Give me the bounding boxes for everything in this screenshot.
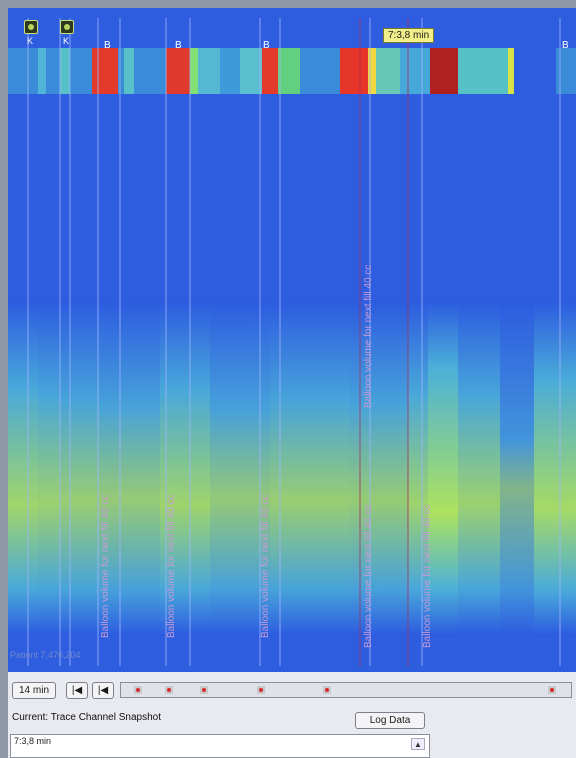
top-band-segment <box>508 48 514 94</box>
top-band-segment <box>8 48 38 94</box>
top-band-segment <box>118 48 124 94</box>
heatmap-column <box>458 300 500 636</box>
top-band-segment <box>376 48 400 94</box>
top-band-segment <box>514 48 526 94</box>
current-label: Current: Trace Channel Snapshot <box>12 712 161 723</box>
top-band-segment <box>38 48 46 94</box>
heatmap-plot <box>8 8 576 672</box>
top-band-segment <box>124 48 134 94</box>
heatmap-column <box>408 300 428 636</box>
pressure-heatmap[interactable]: K K B B B B 7:3,8 min Balloon volume for… <box>8 8 576 672</box>
timeline-tick[interactable] <box>257 686 266 694</box>
top-band-segment <box>430 48 458 94</box>
annotation-1: Balloon volume for next fill 40 cc <box>100 494 111 638</box>
annotation-2: Balloon volume for next fill 40 cc <box>166 494 177 638</box>
event-b-label-1: B <box>104 40 111 51</box>
timeline-tick[interactable] <box>200 686 209 694</box>
timeline-tick[interactable] <box>547 686 556 694</box>
heatmap-column <box>100 300 160 636</box>
top-band-segment <box>368 48 376 94</box>
top-band-segment <box>240 48 262 94</box>
patient-label: Patient 7,476,204 <box>10 650 81 660</box>
annotation-4: Balloon volume for next fill 40 cc <box>363 504 374 648</box>
heatmap-column <box>428 300 458 636</box>
heatmap-column <box>270 300 350 636</box>
marker-label-2: K <box>63 36 70 46</box>
timeline-slider[interactable] <box>120 682 572 698</box>
annotation-3: Balloon volume for next fill 40 cc <box>260 494 271 638</box>
timeline-tick[interactable] <box>134 686 143 694</box>
event-b-label-4: B <box>562 40 569 51</box>
top-band-segment <box>190 48 198 94</box>
top-band-segment <box>70 48 92 94</box>
heatmap-column <box>38 300 60 636</box>
playback-controls: 14 min |◀ |◀ Current: Trace Channel Snap… <box>8 672 576 758</box>
snapshot-field[interactable]: 7:3,8 min ▲ <box>10 734 430 758</box>
top-band-segment <box>262 48 278 94</box>
top-band-segment <box>198 48 220 94</box>
top-band-segment <box>458 48 508 94</box>
snapshot-time: 7:3,8 min <box>14 736 52 746</box>
top-band-segment <box>46 48 60 94</box>
timeline-tick[interactable] <box>165 686 173 694</box>
top-band-segment <box>220 48 240 94</box>
top-band-segment <box>300 48 340 94</box>
marker-icon-2[interactable] <box>60 20 74 34</box>
heatmap-column <box>160 300 210 636</box>
top-band-segment <box>556 48 576 94</box>
top-band-segment <box>340 48 368 94</box>
event-b-label-2: B <box>175 40 182 51</box>
annotation-5: Balloon volume for next fill 40 cc <box>363 264 374 408</box>
marker-icon-1[interactable] <box>24 20 38 34</box>
event-b-label-3: B <box>263 40 270 51</box>
top-band-segment <box>278 48 300 94</box>
prev-frame-button[interactable]: |◀ <box>92 682 114 699</box>
top-band-segment <box>134 48 166 94</box>
top-band-segment <box>526 48 556 94</box>
top-band-segment <box>60 48 70 94</box>
heatmap-column <box>534 300 576 636</box>
top-band-segment <box>400 48 430 94</box>
top-band-segment <box>92 48 118 94</box>
marker-label-1: K <box>27 36 34 46</box>
heatmap-column <box>8 300 38 636</box>
timeline-tick[interactable] <box>323 686 332 694</box>
heatmap-column <box>350 300 408 636</box>
heatmap-column <box>500 300 534 636</box>
zoom-button[interactable]: 14 min <box>12 682 56 699</box>
first-frame-button[interactable]: |◀ <box>66 682 88 699</box>
top-band-segment <box>166 48 190 94</box>
scroll-up-icon[interactable]: ▲ <box>411 738 425 750</box>
annotation-6: Balloon volume for next fill 40 cc <box>422 504 433 648</box>
heatmap-column <box>60 300 100 636</box>
time-callout: 7:3,8 min <box>383 28 435 43</box>
log-data-button[interactable]: Log Data <box>355 712 425 729</box>
